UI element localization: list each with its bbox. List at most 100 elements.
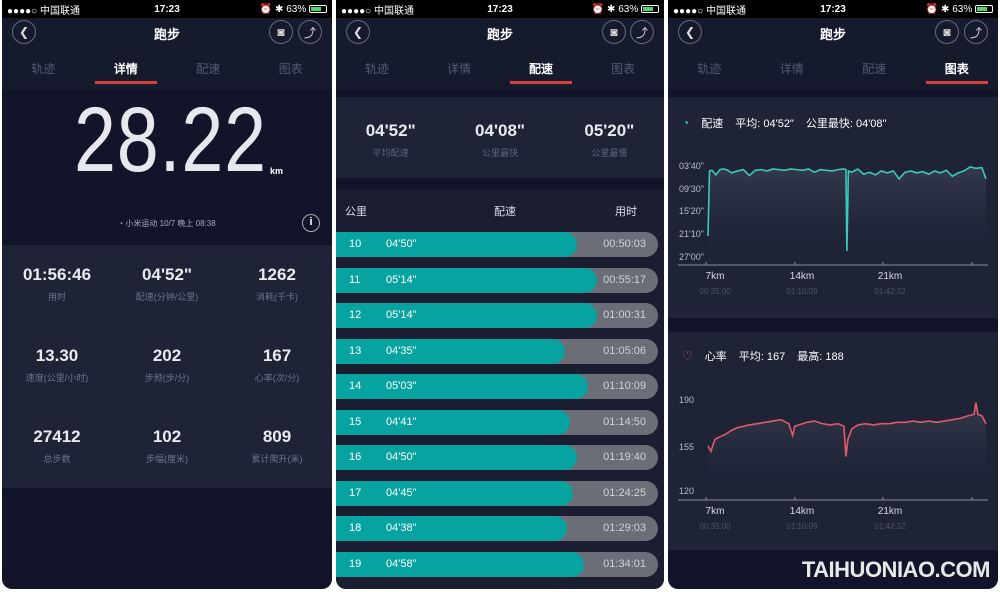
battery: ⏰ ✱ 63% <box>553 4 659 15</box>
battery-icon <box>309 4 328 13</box>
stat-label: 心率(次/分) <box>254 373 300 383</box>
split-time: 01:14:50 <box>603 415 646 428</box>
camera-button[interactable]: ◙ <box>602 20 626 44</box>
share-button[interactable]: ⤴ <box>964 20 988 44</box>
split-time: 01:19:40 <box>603 451 646 463</box>
header-km: 公里 <box>345 206 367 218</box>
battery-icon <box>975 4 994 13</box>
tab-pace[interactable]: 配速 <box>862 62 887 76</box>
tab-bar: 轨迹 详情 配速 图表 <box>336 60 664 84</box>
tab-track[interactable]: 轨迹 <box>364 62 389 76</box>
battery-icon <box>641 4 659 13</box>
split-time: 01:00:31 <box>603 309 646 321</box>
tab-charts[interactable]: 图表 <box>916 60 999 84</box>
info-button[interactable]: i <box>302 214 320 232</box>
phone-charts-screen: ●●●●○ 中国联通 17:23 ⏰ ✱ 63% ❮ 跑步 ◙ ⤴ 轨迹 详情 … <box>668 0 998 589</box>
x-tick-label: 7km <box>705 271 725 282</box>
pace-chart <box>678 166 988 266</box>
back-button[interactable]: ❮ <box>678 20 702 44</box>
share-button[interactable]: ⤴ <box>630 20 654 44</box>
split-pace-bar <box>336 409 570 435</box>
carrier: ●●●●○ 中国联通 <box>673 5 746 17</box>
carrier: ●●●●○ 中国联通 <box>7 5 80 17</box>
split-pace-bar <box>336 516 568 541</box>
split-pace-bar <box>336 267 598 293</box>
app-header: ❮ 跑步 ◙ ⤴ 轨迹 详情 配速 图表 <box>668 18 998 90</box>
chevron-left-icon: ❮ <box>352 25 364 39</box>
camera-icon: ◙ <box>277 25 285 39</box>
y-tick-label: 120 <box>679 486 695 496</box>
summary-fastest: 04'08" 公里最快 <box>445 121 554 178</box>
split-pace-bar <box>336 338 565 364</box>
splits-list[interactable]: 公里 配速 用时 10 04'50" 00:50:03 11 05'14" 00… <box>336 190 664 589</box>
y-tick-label: 15'20" <box>679 206 704 216</box>
summary-value: 05'20" <box>584 121 635 140</box>
tab-pace[interactable]: 配速 <box>196 62 221 76</box>
page-title: 跑步 <box>486 27 513 42</box>
tab-charts[interactable]: 图表 <box>278 62 303 76</box>
status-bar: ●●●●○ 中国联通 17:23 ⏰ ✱ 63% <box>668 0 998 18</box>
back-button[interactable]: ❮ <box>346 20 370 44</box>
chart-title: 心率 <box>704 351 727 363</box>
split-row[interactable]: 13 04'35" 01:05:06 <box>336 338 658 364</box>
distance-unit: km <box>270 166 284 176</box>
split-row[interactable]: 15 04'41" 01:14:50 <box>336 409 658 435</box>
split-row[interactable]: 18 04'38" 01:29:03 <box>336 516 658 541</box>
heart-chart-card: ♡ 心率 平均: 167 最高: 188 190 155 120 7km 00:35:0… <box>668 332 998 550</box>
stat-label: 步频(步/分) <box>144 373 190 383</box>
split-pace: 05'14" <box>386 273 417 286</box>
summary-value: 04'52" <box>365 121 416 140</box>
split-km: 10 <box>349 238 362 250</box>
split-pace-bar <box>336 445 578 470</box>
split-row[interactable]: 10 04'50" 00:50:03 <box>336 232 658 257</box>
tab-track[interactable]: 轨迹 <box>697 62 722 76</box>
x-time-label: 01:42:32 <box>874 287 906 296</box>
series-line <box>707 402 987 457</box>
battery-percent: 63% <box>952 3 973 15</box>
camera-button[interactable]: ◙ <box>269 20 293 44</box>
x-tick-label: 14km <box>789 271 815 282</box>
tab-details[interactable]: 详情 <box>779 62 804 76</box>
split-time: 00:50:03 <box>603 238 646 250</box>
split-row[interactable]: 16 04'50" 01:19:40 <box>336 445 658 470</box>
back-button[interactable]: ❮ <box>12 20 36 44</box>
chart-avg: 平均: 167 <box>738 351 786 363</box>
split-time: 01:34:01 <box>603 557 646 570</box>
split-time: 01:24:25 <box>603 486 646 499</box>
split-km: 18 <box>349 522 362 534</box>
tab-track[interactable]: 轨迹 <box>31 62 56 76</box>
split-km: 11 <box>349 273 361 286</box>
tab-charts[interactable]: 图表 <box>610 62 635 76</box>
share-button[interactable]: ⤴ <box>298 20 322 44</box>
split-row[interactable]: 17 04'45" 01:24:25 <box>336 480 658 506</box>
battery-percent: 63% <box>286 3 307 15</box>
split-pace-bar <box>336 232 578 257</box>
stat-label: 消耗(千卡) <box>256 292 298 302</box>
source-text: ◔ 小米运动 10/7 晚上 08:38 <box>118 219 216 228</box>
series-area <box>708 167 986 265</box>
split-row[interactable]: 14 05'03" 01:10:09 <box>336 374 658 399</box>
split-pace: 04'41" <box>386 415 417 428</box>
chevron-left-icon: ❮ <box>684 25 696 39</box>
tab-pace[interactable]: 配速 <box>500 60 582 84</box>
stat-cell: 04'52" 配速(分钟/公里) <box>112 245 222 326</box>
split-km: 14 <box>349 380 362 392</box>
split-row[interactable]: 11 05'14" 00:55:17 <box>336 267 658 293</box>
camera-icon: ◙ <box>610 25 618 39</box>
tab-details[interactable]: 详情 <box>85 60 168 84</box>
split-time: 01:05:06 <box>603 344 646 357</box>
stat-cell: 01:56:46 用时 <box>2 245 112 326</box>
split-row[interactable]: 12 05'14" 01:00:31 <box>336 303 658 328</box>
x-time-label: 00:35:00 <box>699 287 731 296</box>
distance-value: 28.22 <box>74 92 309 189</box>
distance-number: 28.22 <box>74 89 267 191</box>
split-row[interactable]: 19 04'58" 01:34:01 <box>336 551 658 577</box>
stat-cell: 809 累计爬升(米) <box>222 407 332 488</box>
x-time-label: 01:42:32 <box>874 522 906 531</box>
split-pace: 05'03" <box>386 380 417 392</box>
camera-button[interactable]: ◙ <box>935 20 959 44</box>
summary-value: 04'08" <box>475 121 525 140</box>
tab-details[interactable]: 详情 <box>446 62 471 76</box>
split-pace-bar <box>336 374 589 399</box>
split-pace: 04'50" <box>386 451 417 463</box>
